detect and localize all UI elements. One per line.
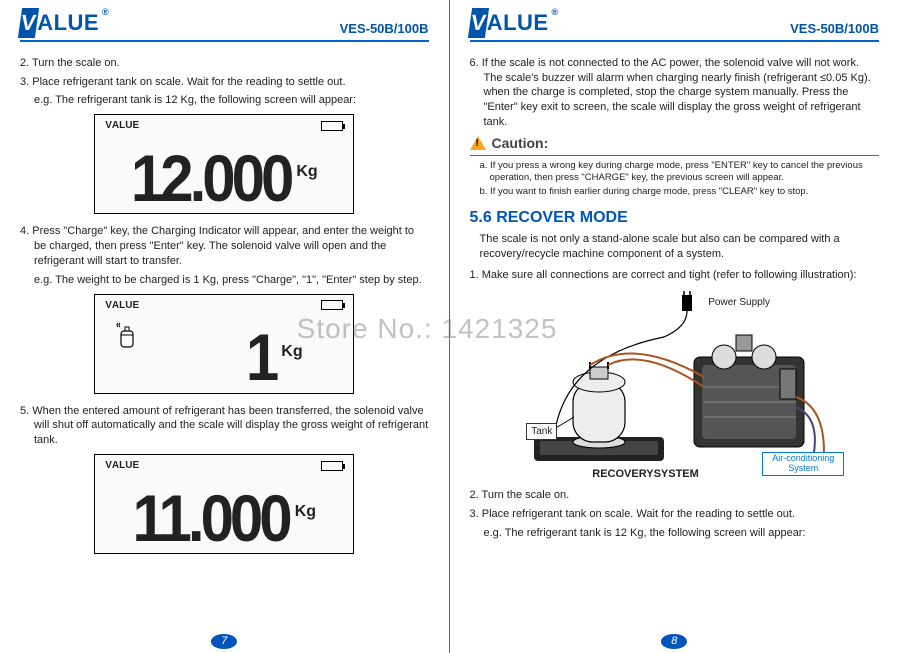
ac-system-label: Air-conditioning System [762, 452, 844, 476]
lcd-brand: VALUE [105, 459, 139, 473]
lcd-display-3: VALUE 11.000 Kg [94, 454, 354, 554]
lcd-brand: VALUE [105, 119, 139, 133]
battery-icon [321, 300, 343, 310]
lcd-display-2: VALUE 1 Kg [94, 294, 354, 394]
model-label: VES-50B/100B [340, 20, 429, 38]
caution-label: Caution: [492, 134, 549, 153]
brand-text: ALUE [37, 10, 99, 35]
power-supply-label: Power Supply [704, 295, 774, 311]
step-4: 4. Press "Charge" key, the Charging Indi… [20, 224, 429, 269]
tank-label: Tank [526, 423, 557, 441]
lcd-brand: VALUE [105, 299, 139, 313]
lcd-unit: Kg [295, 501, 316, 523]
caution-item-b: b. If you want to finish earlier during … [480, 186, 880, 198]
step-3: 3. Place refrigerant tank on scale. Wait… [20, 75, 429, 90]
brand-logo: VALUE [470, 8, 549, 38]
lcd-value: 1 [146, 325, 275, 391]
brand-text: ALUE [487, 10, 549, 35]
recover-step-1: 1. Make sure all connections are correct… [470, 268, 880, 283]
brand-logo: VALUE [20, 8, 99, 38]
recover-step-2: 2. Turn the scale on. [470, 488, 880, 503]
page-header: VALUE VES-50B/100B [470, 8, 880, 42]
step-2: 2. Turn the scale on. [20, 56, 429, 71]
page-8: VALUE VES-50B/100B 6. If the scale is no… [450, 0, 899, 653]
model-label: VES-50B/100B [790, 20, 879, 38]
recover-step-3: 3. Place refrigerant tank on scale. Wait… [470, 507, 880, 522]
battery-icon [321, 121, 343, 131]
lcd-value: 11.000 [132, 486, 288, 552]
page-header: VALUE VES-50B/100B [20, 8, 429, 42]
lcd-display-1: VALUE 12.000 Kg [94, 114, 354, 214]
step-5: 5. When the entered amount of refrigeran… [20, 404, 429, 449]
lcd-value: 12.000 [131, 146, 291, 212]
battery-icon [321, 461, 343, 471]
step-3-example: e.g. The refrigerant tank is 12 Kg, the … [20, 93, 429, 108]
step-4-example: e.g. The weight to be charged is 1 Kg, p… [20, 273, 429, 288]
page-number: 8 [661, 634, 687, 649]
recovery-system-diagram: Power Supply Tank Air-conditioning Syste… [504, 287, 844, 482]
step-6: 6. If the scale is not connected to the … [470, 56, 880, 130]
recover-step-3-example: e.g. The refrigerant tank is 12 Kg, the … [470, 526, 880, 541]
warning-icon [470, 136, 486, 150]
charge-tank-icon [115, 321, 139, 359]
caution-item-a: a. If you press a wrong key during charg… [480, 160, 880, 185]
caution-header: Caution: [470, 134, 880, 156]
section-intro: The scale is not only a stand-alone scal… [470, 232, 880, 262]
recovery-system-label: RECOVERYSYSTEM [592, 467, 699, 482]
lcd-unit: Kg [281, 341, 302, 363]
page-7: VALUE VES-50B/100B 2. Turn the scale on.… [0, 0, 450, 653]
section-title: 5.6 RECOVER MODE [470, 207, 880, 229]
caution-body: a. If you press a wrong key during charg… [470, 160, 880, 199]
lcd-unit: Kg [296, 161, 317, 183]
page-number: 7 [211, 634, 237, 649]
